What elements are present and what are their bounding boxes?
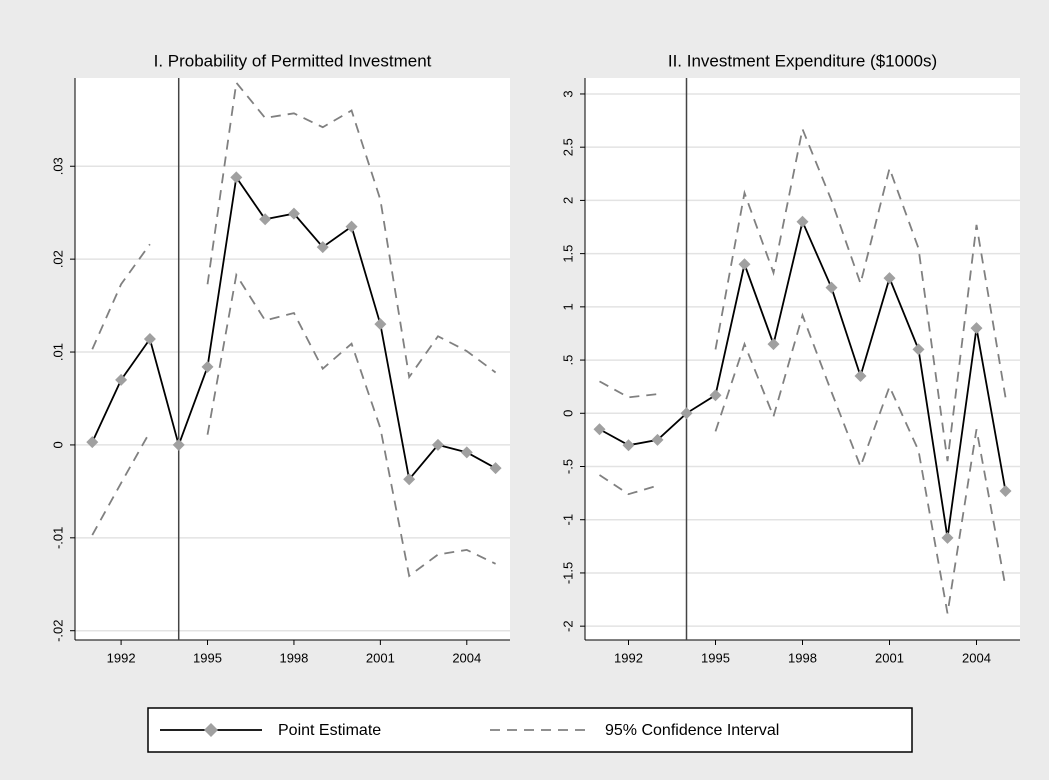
- y-tick-label: 1: [560, 303, 575, 310]
- marker: [622, 439, 635, 452]
- marker: [345, 220, 358, 233]
- marker: [796, 215, 809, 228]
- marker: [172, 438, 185, 451]
- legend-marker: [204, 723, 218, 737]
- y-tick-label: 0: [560, 410, 575, 417]
- marker: [403, 473, 416, 486]
- plot-area: [75, 78, 510, 640]
- ci-lower-line: [599, 312, 1007, 614]
- marker: [115, 373, 128, 386]
- x-tick-label: 1992: [107, 650, 136, 665]
- x-tick-label: 1995: [701, 650, 730, 665]
- marker: [86, 436, 99, 449]
- marker: [489, 462, 502, 475]
- y-tick-label: -.02: [50, 620, 65, 642]
- chart-title: I. Probability of Permitted Investment: [154, 51, 432, 70]
- marker: [374, 318, 387, 331]
- x-tick-label: 1998: [788, 650, 817, 665]
- x-tick-label: 1995: [193, 650, 222, 665]
- ci-upper-line: [91, 80, 497, 380]
- y-tick-label: .03: [50, 157, 65, 175]
- plot-area: [585, 78, 1020, 640]
- marker: [259, 213, 272, 226]
- y-tick-label: .01: [50, 343, 65, 361]
- marker: [316, 241, 329, 254]
- marker: [201, 360, 214, 373]
- y-tick-label: .5: [560, 355, 575, 366]
- x-tick-label: 2001: [366, 650, 395, 665]
- y-tick-label: -1: [560, 514, 575, 526]
- legend-label: Point Estimate: [278, 722, 381, 739]
- marker: [709, 389, 722, 402]
- y-tick-label: -.5: [560, 459, 575, 474]
- marker: [738, 258, 751, 271]
- x-tick-label: 2001: [875, 650, 904, 665]
- x-tick-label: 1992: [614, 650, 643, 665]
- marker: [941, 531, 954, 544]
- marker: [230, 171, 243, 184]
- y-tick-label: -2: [560, 620, 575, 632]
- marker: [431, 438, 444, 451]
- marker: [460, 446, 473, 459]
- marker: [680, 407, 693, 420]
- x-tick-label: 1998: [279, 650, 308, 665]
- marker: [767, 338, 780, 351]
- marker: [883, 272, 896, 285]
- x-tick-label: 2004: [962, 650, 991, 665]
- marker: [970, 322, 983, 335]
- ci-upper-line: [599, 125, 1007, 462]
- marker: [143, 333, 156, 346]
- y-tick-label: 0: [50, 441, 65, 448]
- y-tick-label: .02: [50, 250, 65, 268]
- x-tick-label: 2004: [452, 650, 481, 665]
- y-tick-label: -.01: [50, 527, 65, 549]
- y-tick-label: 3: [560, 90, 575, 97]
- marker: [912, 343, 925, 356]
- marker: [651, 433, 664, 446]
- marker: [854, 370, 867, 383]
- marker: [287, 207, 300, 220]
- legend-label: 95% Confidence Interval: [605, 722, 779, 739]
- chart-title: II. Investment Expenditure ($1000s): [668, 51, 937, 70]
- marker: [593, 423, 606, 436]
- y-tick-label: 2.5: [560, 138, 575, 156]
- y-tick-label: -1.5: [560, 562, 575, 584]
- marker: [999, 484, 1012, 497]
- y-tick-label: 2: [560, 197, 575, 204]
- y-tick-label: 1.5: [560, 245, 575, 263]
- ci-lower-line: [91, 272, 496, 578]
- marker: [825, 281, 838, 294]
